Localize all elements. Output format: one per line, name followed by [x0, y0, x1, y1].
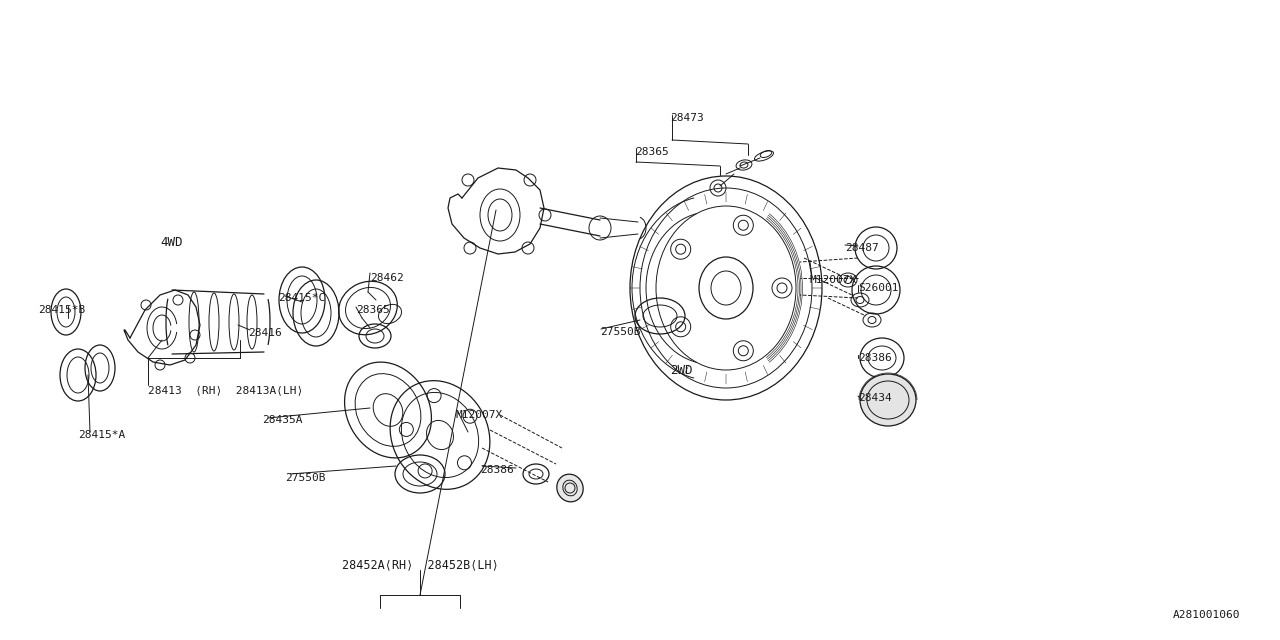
- Text: M12007X: M12007X: [456, 410, 503, 420]
- Text: 28452A⟨RH⟩  28452B⟨LH⟩: 28452A⟨RH⟩ 28452B⟨LH⟩: [342, 559, 498, 572]
- Text: 4WD: 4WD: [160, 236, 183, 248]
- Text: 28415*B: 28415*B: [38, 305, 86, 315]
- Text: 28386: 28386: [480, 465, 513, 475]
- Ellipse shape: [557, 474, 584, 502]
- Text: 28462: 28462: [370, 273, 403, 283]
- Text: M12007X: M12007X: [810, 275, 858, 285]
- Text: 28435A: 28435A: [262, 415, 302, 425]
- Text: 28415*A: 28415*A: [78, 430, 125, 440]
- Text: 28434: 28434: [858, 393, 892, 403]
- Text: 28386: 28386: [858, 353, 892, 363]
- Text: 27550B: 27550B: [285, 473, 325, 483]
- Text: A281001060: A281001060: [1172, 610, 1240, 620]
- Text: 28473: 28473: [669, 113, 704, 123]
- Text: 28365: 28365: [356, 305, 389, 315]
- Text: 28413  ⟨RH⟩  28413A⟨LH⟩: 28413 ⟨RH⟩ 28413A⟨LH⟩: [148, 385, 303, 395]
- Text: 28365: 28365: [635, 147, 668, 157]
- Text: 28487: 28487: [845, 243, 879, 253]
- Ellipse shape: [860, 374, 916, 426]
- Text: 28416: 28416: [248, 328, 282, 338]
- Text: 27550B: 27550B: [600, 327, 640, 337]
- Text: S26001: S26001: [858, 283, 899, 293]
- Text: 2WD: 2WD: [669, 364, 692, 376]
- Text: 28415*C: 28415*C: [278, 293, 325, 303]
